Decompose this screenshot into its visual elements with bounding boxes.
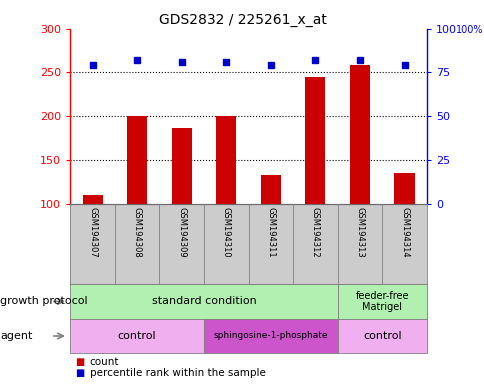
Text: GDS2832 / 225261_x_at: GDS2832 / 225261_x_at: [158, 13, 326, 27]
Text: standard condition: standard condition: [151, 296, 256, 306]
Text: agent: agent: [0, 331, 32, 341]
Text: GSM194313: GSM194313: [355, 207, 363, 258]
Text: GSM194311: GSM194311: [266, 207, 275, 258]
Text: feeder-free
Matrigel: feeder-free Matrigel: [355, 291, 408, 312]
Text: ■: ■: [75, 368, 84, 378]
Text: control: control: [362, 331, 401, 341]
Bar: [305, 77, 325, 204]
Text: GSM194307: GSM194307: [88, 207, 97, 258]
Bar: [82, 195, 103, 204]
Text: GSM194308: GSM194308: [133, 207, 141, 258]
Text: count: count: [90, 357, 119, 367]
Text: control: control: [118, 331, 156, 341]
Text: GSM194309: GSM194309: [177, 207, 186, 258]
Bar: [171, 128, 191, 204]
Bar: [127, 116, 147, 204]
Text: sphingosine-1-phosphate: sphingosine-1-phosphate: [213, 331, 327, 341]
Bar: [349, 66, 369, 204]
Text: GSM194310: GSM194310: [221, 207, 230, 258]
Bar: [216, 116, 236, 204]
Text: percentile rank within the sample: percentile rank within the sample: [90, 368, 265, 378]
Y-axis label: 100%: 100%: [455, 25, 483, 35]
Text: ■: ■: [75, 357, 84, 367]
Bar: [260, 175, 280, 204]
Text: growth protocol: growth protocol: [0, 296, 88, 306]
Text: GSM194314: GSM194314: [399, 207, 408, 258]
Text: GSM194312: GSM194312: [310, 207, 319, 258]
Bar: [393, 173, 414, 204]
